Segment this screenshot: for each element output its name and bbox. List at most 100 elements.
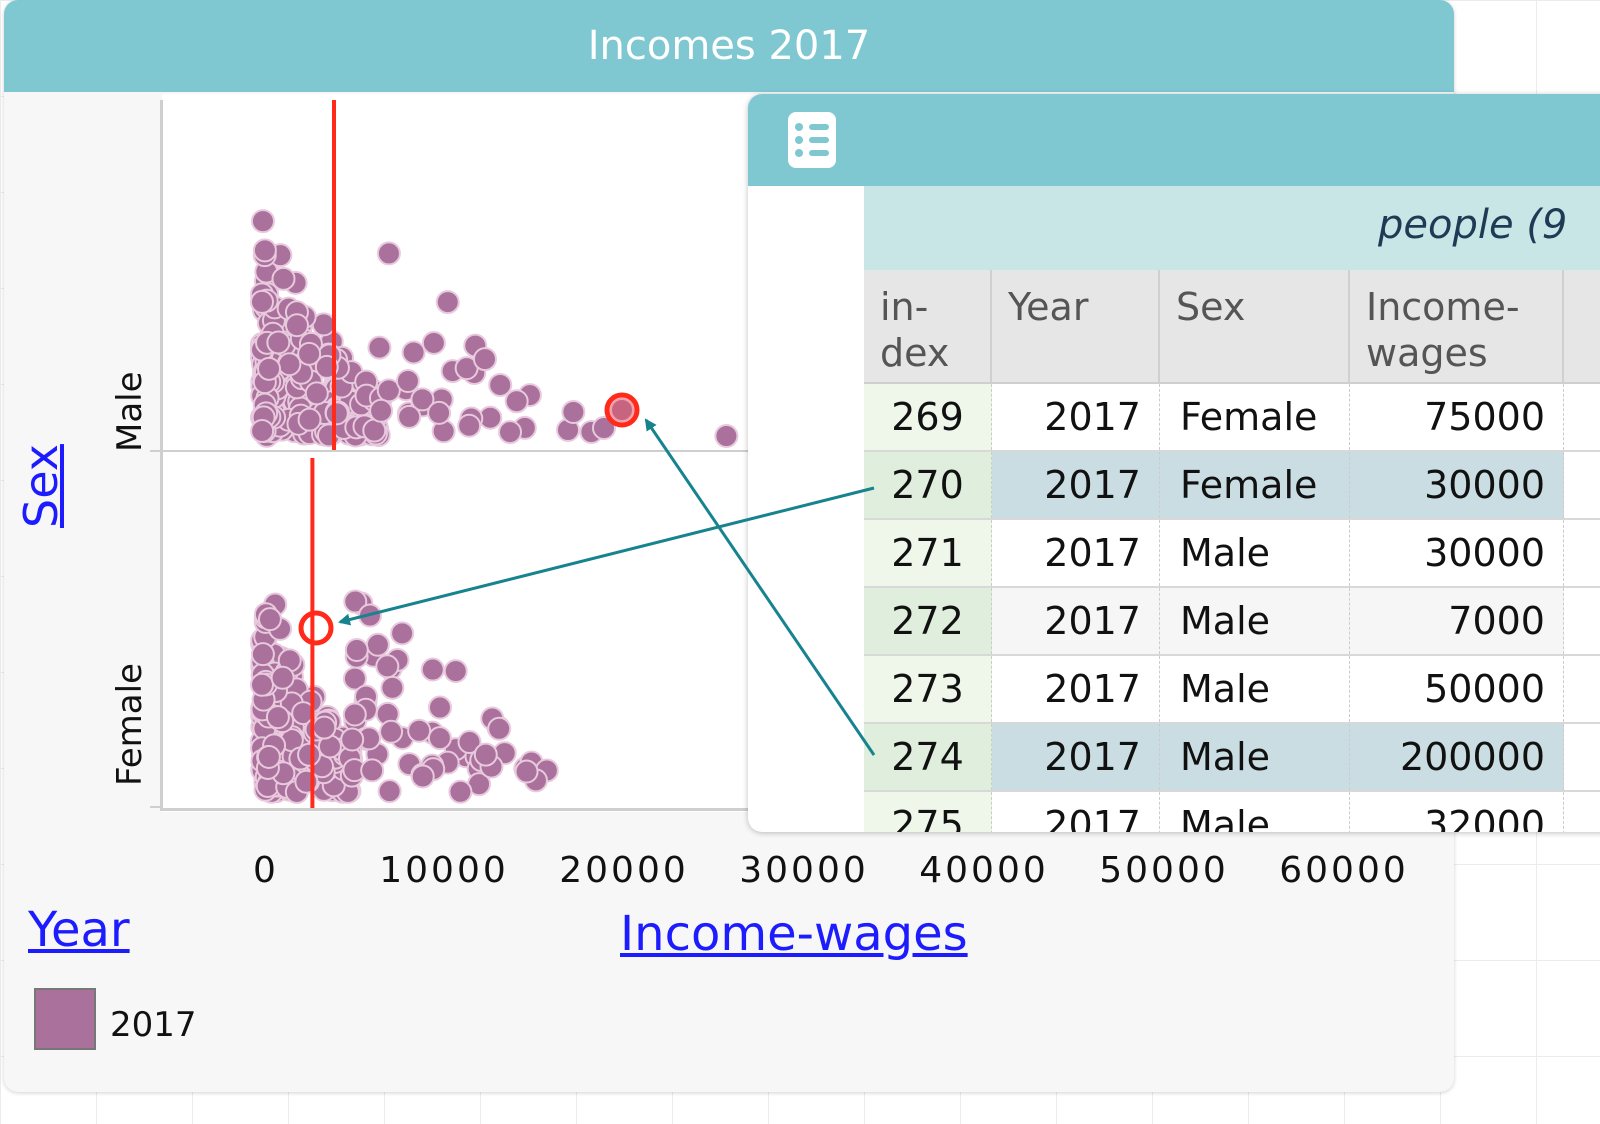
column-header-sex[interactable]: Sex bbox=[1160, 270, 1350, 382]
income-cell[interactable]: 75000 bbox=[1350, 384, 1564, 450]
data-point bbox=[427, 695, 452, 720]
collection-title[interactable]: people (9 bbox=[1378, 202, 1568, 248]
x-tick-label: 20000 bbox=[559, 850, 689, 891]
highlighted-point bbox=[604, 392, 640, 428]
data-point bbox=[714, 424, 739, 448]
table-row[interactable]: 271 2017 Male 30000 bbox=[864, 520, 1600, 588]
data-point bbox=[410, 387, 435, 412]
table-icon bbox=[788, 112, 836, 168]
index-cell[interactable]: 274 bbox=[864, 724, 992, 790]
data-point bbox=[297, 341, 322, 366]
data-point bbox=[250, 289, 275, 314]
table-row[interactable]: 273 2017 Male 50000 bbox=[864, 656, 1600, 724]
data-point bbox=[284, 313, 309, 338]
data-point bbox=[390, 621, 415, 646]
column-header-income-wages[interactable]: Income- wages bbox=[1350, 270, 1564, 382]
x-tick-label: 50000 bbox=[1099, 850, 1229, 891]
data-point bbox=[375, 654, 400, 679]
data-point bbox=[277, 352, 302, 377]
year-cell[interactable]: 2017 bbox=[992, 452, 1160, 518]
data-point bbox=[257, 607, 282, 632]
y-tick-top bbox=[150, 806, 162, 808]
header-row: in- dex Year Sex Income- wages bbox=[864, 270, 1600, 384]
legend-attribute-link[interactable]: Year bbox=[28, 902, 130, 958]
data-point bbox=[357, 603, 382, 628]
data-point bbox=[401, 340, 426, 365]
table-titlebar[interactable] bbox=[748, 94, 1600, 186]
income-cell[interactable]: 32000 bbox=[1350, 792, 1564, 832]
year-cell[interactable]: 2017 bbox=[992, 792, 1160, 832]
table-row[interactable]: 269 2017 Female 75000 bbox=[864, 384, 1600, 452]
sex-cell[interactable]: Female bbox=[1160, 384, 1350, 450]
sex-cell[interactable]: Female bbox=[1160, 452, 1350, 518]
sex-cell[interactable]: Male bbox=[1160, 588, 1350, 654]
year-cell[interactable]: 2017 bbox=[992, 656, 1160, 722]
data-point bbox=[257, 356, 282, 381]
column-header-year[interactable]: Year bbox=[992, 270, 1160, 382]
data-point bbox=[395, 369, 420, 394]
sex-cell[interactable]: Male bbox=[1160, 792, 1350, 832]
income-cell[interactable]: 7000 bbox=[1350, 588, 1564, 654]
sex-cell[interactable]: Male bbox=[1160, 656, 1350, 722]
data-point bbox=[271, 266, 296, 291]
index-cell[interactable]: 270 bbox=[864, 452, 992, 518]
data-point bbox=[377, 779, 402, 804]
year-cell[interactable]: 2017 bbox=[992, 588, 1160, 654]
highlighted-point bbox=[298, 610, 334, 646]
graph-title[interactable]: Incomes 2017 bbox=[4, 0, 1454, 92]
data-point bbox=[342, 702, 367, 727]
y-axis-line bbox=[160, 100, 163, 810]
sex-cell[interactable]: Male bbox=[1160, 724, 1350, 790]
data-point bbox=[610, 398, 634, 422]
x-tick-label: 40000 bbox=[919, 850, 1049, 891]
income-cell[interactable]: 50000 bbox=[1350, 656, 1564, 722]
data-point bbox=[407, 718, 432, 743]
income-cell[interactable]: 30000 bbox=[1350, 452, 1564, 518]
data-point bbox=[443, 659, 468, 684]
index-cell[interactable]: 273 bbox=[864, 656, 992, 722]
dot-plot[interactable] bbox=[4, 0, 1454, 1092]
data-point bbox=[514, 759, 539, 784]
income-cell[interactable]: 200000 bbox=[1350, 724, 1564, 790]
data-point bbox=[297, 742, 322, 767]
legend-swatch[interactable] bbox=[34, 988, 96, 1050]
table-row[interactable]: 274 2017 Male 200000 bbox=[864, 724, 1600, 792]
data-point bbox=[427, 726, 452, 751]
data-point bbox=[270, 665, 295, 690]
income-cell[interactable]: 30000 bbox=[1350, 520, 1564, 586]
year-cell[interactable]: 2017 bbox=[992, 384, 1160, 450]
column-header-index[interactable]: in- dex bbox=[864, 270, 992, 382]
sex-cell[interactable]: Male bbox=[1160, 520, 1350, 586]
data-point bbox=[250, 418, 275, 443]
data-point bbox=[592, 416, 616, 440]
table-row[interactable]: 272 2017 Male 7000 bbox=[864, 588, 1600, 656]
data-point bbox=[380, 675, 405, 700]
data-point bbox=[362, 418, 387, 443]
index-cell[interactable]: 275 bbox=[864, 792, 992, 832]
data-point bbox=[561, 400, 586, 424]
data-point bbox=[312, 715, 337, 740]
data-point bbox=[344, 638, 369, 663]
index-cell[interactable]: 269 bbox=[864, 384, 992, 450]
data-point bbox=[410, 764, 435, 789]
x-tick-label: 10000 bbox=[379, 850, 509, 891]
data-point bbox=[256, 744, 281, 769]
table-row[interactable]: 275 2017 Male 32000 bbox=[864, 792, 1600, 832]
x-tick-label: 30000 bbox=[739, 850, 869, 891]
data-point bbox=[324, 401, 349, 426]
data-point bbox=[427, 400, 452, 425]
case-table-window[interactable]: people (9 in- dex Year Sex Income- wages… bbox=[748, 94, 1600, 832]
data-point bbox=[457, 413, 482, 438]
data-point bbox=[369, 398, 394, 423]
data-point bbox=[266, 330, 291, 355]
data-point bbox=[360, 758, 385, 783]
index-cell[interactable]: 272 bbox=[864, 588, 992, 654]
index-cell[interactable]: 271 bbox=[864, 520, 992, 586]
data-point bbox=[421, 330, 446, 355]
table-row[interactable]: 270 2017 Female 30000 bbox=[864, 452, 1600, 520]
year-cell[interactable]: 2017 bbox=[992, 724, 1160, 790]
year-cell[interactable]: 2017 bbox=[992, 520, 1160, 586]
x-tick-label: 60000 bbox=[1279, 850, 1409, 891]
data-point bbox=[498, 420, 523, 445]
x-attribute-link[interactable]: Income-wages bbox=[620, 906, 968, 962]
